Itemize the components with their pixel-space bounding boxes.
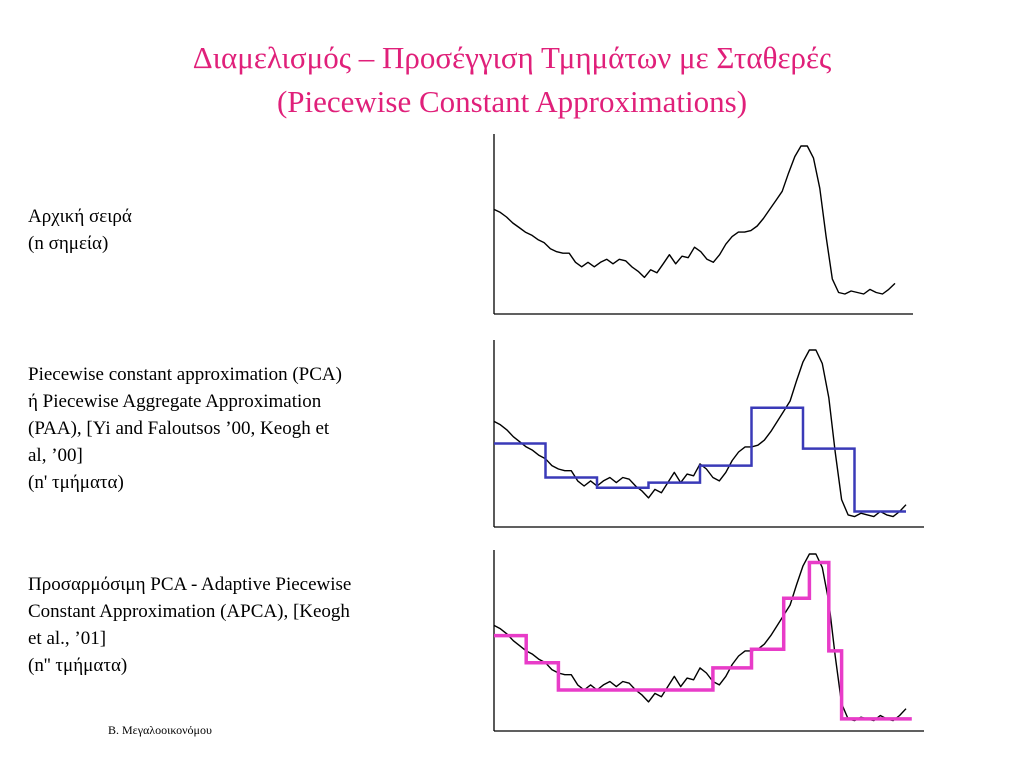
label-line: al, ’00] (28, 445, 83, 466)
chart-paa (493, 340, 924, 528)
label-line: Προσαρμόσιμη PCA - Adaptive Piecewise (28, 574, 352, 595)
label-line: (n σημεία) (28, 233, 109, 254)
series-line (493, 553, 907, 722)
label-line: (PAA), [Yi and Faloutsos ’00, Keogh et (28, 418, 330, 439)
label-paa: Piecewise constant approximation (PCA) ή… (28, 361, 468, 496)
label-line: (n' τμήματα) (28, 472, 124, 493)
label-line: (n'' τμήματα) (28, 655, 128, 676)
label-line: Piecewise constant approximation (PCA) (28, 364, 342, 385)
series-line (493, 349, 907, 518)
slide-title: Διαμελισμός – Προσέγγιση Τμημάτων με Στα… (0, 36, 1024, 124)
chart-original-series (493, 134, 913, 315)
series-line (493, 145, 896, 295)
title-line-greek: Διαμελισμός – Προσέγγιση Τμημάτων με Στα… (192, 40, 832, 75)
apca-step-line (494, 560, 912, 721)
chart-apca (493, 550, 924, 732)
label-line: Constant Approximation (APCA), [Keogh (28, 601, 350, 622)
label-line: ή Piecewise Aggregate Approximation (28, 391, 322, 412)
label-line: et al., ’01] (28, 628, 107, 649)
footer-author: Β. Μεγαλοοικονόμου (108, 723, 212, 737)
label-original-series: Αρχική σειρά (n σημεία) (28, 203, 468, 257)
label-apca: Προσαρμόσιμη PCA - Adaptive Piecewise Co… (28, 571, 468, 679)
paa-step-line (494, 406, 906, 513)
title-line-english: (Piecewise Constant Approximations) (276, 84, 748, 119)
label-line: Αρχική σειρά (28, 206, 132, 227)
